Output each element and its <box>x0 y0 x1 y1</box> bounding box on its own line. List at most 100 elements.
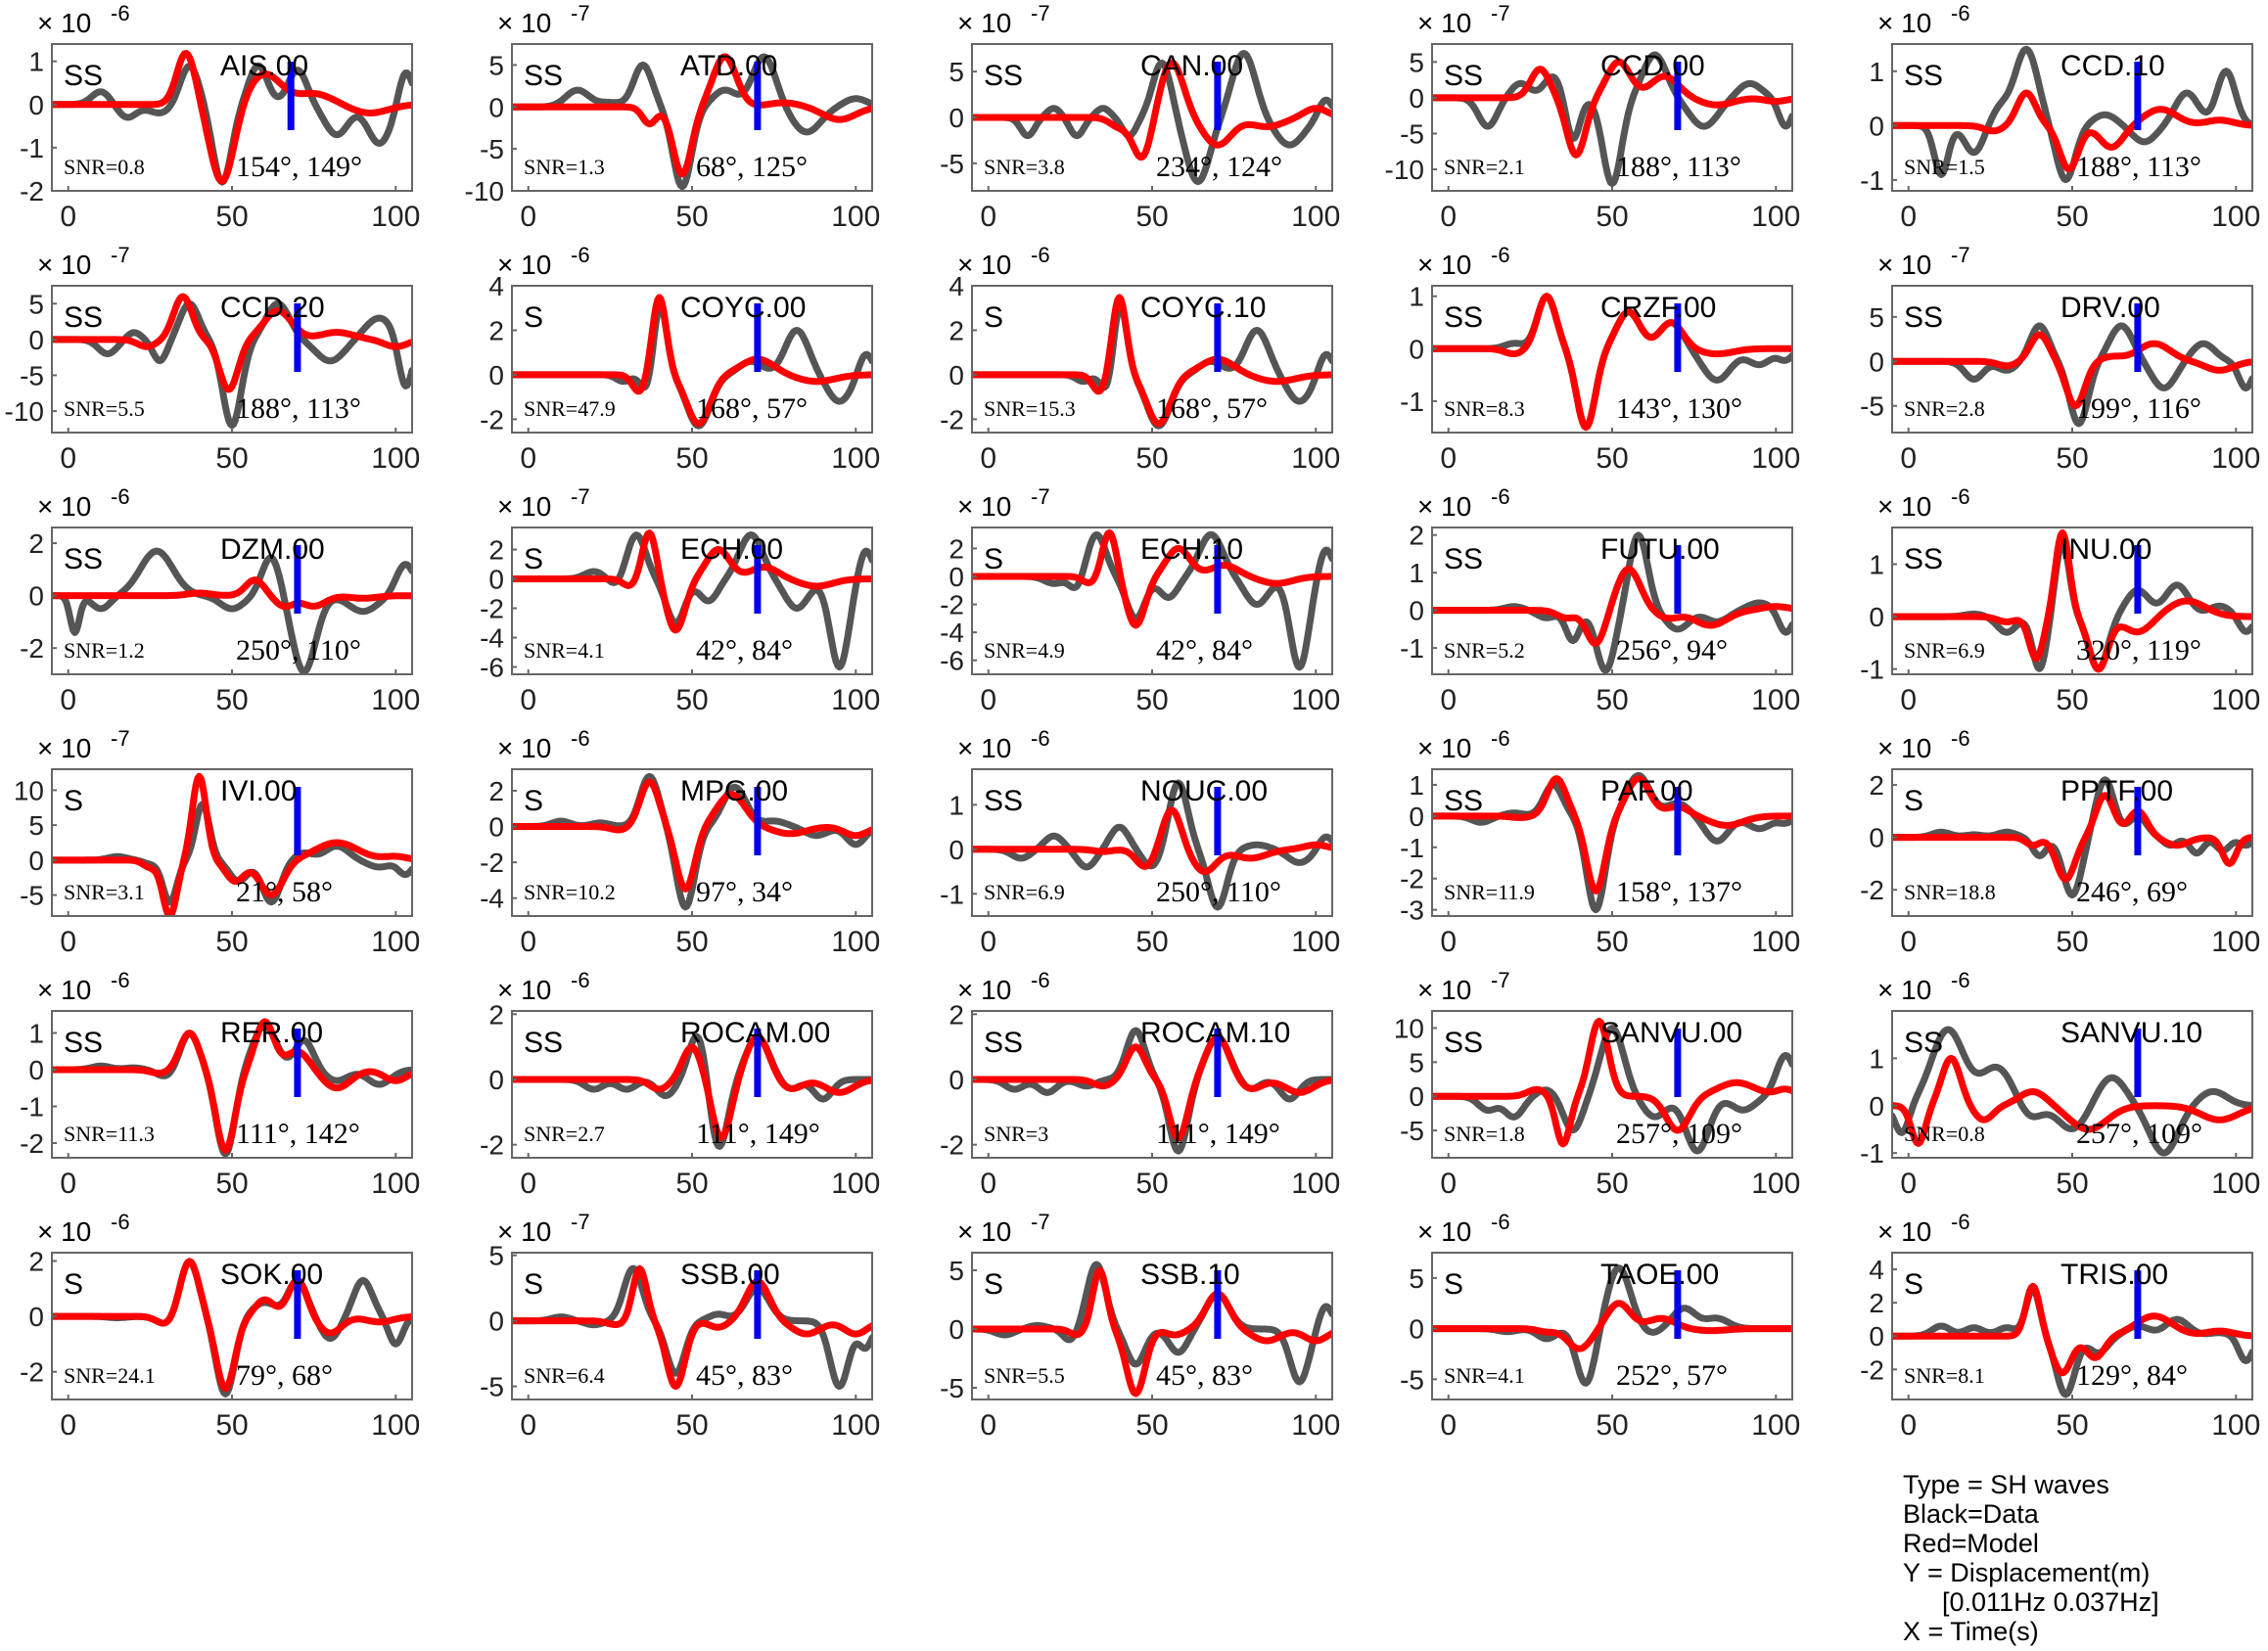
azimuth-label: 21°, 58° <box>236 876 333 908</box>
x-tick-label: 50 <box>1596 926 1628 958</box>
snr-label: SNR=4.1 <box>524 638 605 663</box>
y-multiplier: × 10 <box>957 975 1011 1005</box>
y-tick-label: -5 <box>1400 1116 1424 1146</box>
panel-futu-00: 0 50 100 2 1 0 -1 × 10 -6 SS FUTU.00 SNR=5.2 256°, 9… <box>1400 484 1800 716</box>
y-exponent: -6 <box>571 726 590 751</box>
station-label: CRZF.00 <box>1600 292 1716 324</box>
phase-label: S <box>524 1268 543 1301</box>
y-exponent: -6 <box>571 968 590 992</box>
y-tick-label: 0 <box>1869 1321 1884 1352</box>
x-tick-label: 50 <box>2056 926 2088 958</box>
snr-label: SNR=24.1 <box>64 1363 156 1388</box>
y-tick-label: 0 <box>949 1314 964 1345</box>
y-multiplier: × 10 <box>497 250 551 280</box>
phase-label: SS <box>984 60 1023 92</box>
y-tick-label: 5 <box>28 810 44 841</box>
station-label: AIS.00 <box>220 50 308 82</box>
y-exponent: -7 <box>1951 243 1970 267</box>
y-multiplier: × 10 <box>37 8 91 38</box>
phase-label: SS <box>984 1027 1023 1059</box>
x-tick-label: 100 <box>371 1168 420 1200</box>
y-tick-label: -5 <box>1400 118 1424 149</box>
x-tick-label: 100 <box>371 684 420 716</box>
model-waveform <box>1432 58 1792 159</box>
y-tick-label: -10 <box>1385 155 1424 185</box>
y-tick-label: 0 <box>488 1065 504 1095</box>
phase-label: SS <box>64 60 103 92</box>
y-exponent: -7 <box>1031 484 1050 509</box>
y-tick-label: 0 <box>949 103 964 133</box>
x-tick-label: 100 <box>1751 1168 1800 1200</box>
y-tick-label: -1 <box>1860 1138 1884 1169</box>
x-tick-label: 100 <box>1291 1168 1340 1200</box>
x-tick-label: 50 <box>1596 442 1628 475</box>
y-tick-label: 5 <box>28 289 44 319</box>
x-tick-label: 100 <box>1291 926 1340 958</box>
y-multiplier: × 10 <box>957 491 1011 522</box>
model-waveform <box>1432 293 1792 432</box>
data-waveform <box>1432 1025 1792 1155</box>
y-tick-label: 1 <box>1409 282 1424 312</box>
y-multiplier: × 10 <box>37 250 91 280</box>
y-tick-label: -2 <box>20 633 44 664</box>
x-tick-label: 50 <box>675 1409 708 1442</box>
phase-label: SS <box>64 1027 103 1059</box>
model-waveform <box>1892 1054 2252 1147</box>
azimuth-label: 79°, 68° <box>236 1359 333 1392</box>
y-tick-label: 2 <box>28 1246 44 1276</box>
phase-label: S <box>1904 785 1923 817</box>
x-tick-label: 50 <box>215 926 248 958</box>
y-exponent: -6 <box>1951 1210 1970 1234</box>
y-exponent: -6 <box>111 1210 130 1234</box>
y-exponent: -6 <box>571 243 590 267</box>
y-tick-label: -2 <box>20 1357 44 1388</box>
y-tick-label: -2 <box>940 590 964 620</box>
x-tick-label: 100 <box>1751 926 1800 958</box>
y-tick-label: -2 <box>20 176 44 206</box>
model-waveform <box>52 1018 412 1154</box>
x-tick-label: 0 <box>60 442 76 475</box>
y-exponent: -6 <box>1031 243 1050 267</box>
x-tick-label: 0 <box>520 201 536 233</box>
x-tick-label: 100 <box>1291 201 1340 233</box>
y-tick-label: 5 <box>949 1256 964 1286</box>
x-tick-label: 0 <box>520 442 536 475</box>
x-tick-label: 100 <box>371 926 420 958</box>
data-waveform <box>1432 51 1792 188</box>
y-tick-label: 2 <box>488 776 504 806</box>
x-tick-label: 50 <box>1135 201 1168 233</box>
azimuth-label: 45°, 83° <box>1156 1359 1253 1392</box>
x-tick-label: 0 <box>60 684 76 716</box>
station-label: CCD.00 <box>1600 50 1705 82</box>
azimuth-label: 129°, 84° <box>2076 1359 2188 1392</box>
phase-label: SS <box>984 785 1023 817</box>
snr-label: SNR=15.3 <box>984 396 1076 421</box>
y-tick-label: -1 <box>1860 165 1884 196</box>
y-tick-label: -6 <box>480 653 504 683</box>
x-tick-label: 50 <box>2056 1168 2088 1200</box>
y-tick-label: -1 <box>940 879 964 909</box>
y-tick-label: 1 <box>28 1019 44 1049</box>
phase-label: S <box>984 1268 1003 1301</box>
y-exponent: -6 <box>1951 726 1970 751</box>
x-tick-label: 100 <box>2211 926 2260 958</box>
y-tick-label: 2 <box>949 999 964 1030</box>
legend-y: Y = Displacement(m) <box>1903 1558 2151 1587</box>
azimuth-label: 45°, 83° <box>696 1359 793 1392</box>
snr-label: SNR=2.8 <box>1904 396 1985 421</box>
y-tick-label: 1 <box>949 790 964 820</box>
phase-label: S <box>984 301 1003 334</box>
x-tick-label: 50 <box>2056 1409 2088 1442</box>
x-tick-label: 50 <box>1135 926 1168 958</box>
snr-label: SNR=4.9 <box>984 638 1065 663</box>
x-tick-label: 0 <box>60 1168 76 1200</box>
station-label: ROCAM.10 <box>1140 1017 1290 1049</box>
snr-label: SNR=2.1 <box>1444 155 1525 179</box>
x-tick-label: 100 <box>2211 442 2260 475</box>
y-tick-label: 0 <box>488 92 504 122</box>
legend-x: X = Time(s) <box>1903 1617 2039 1646</box>
x-tick-label: 0 <box>60 201 76 233</box>
x-tick-label: 0 <box>1440 1168 1457 1200</box>
